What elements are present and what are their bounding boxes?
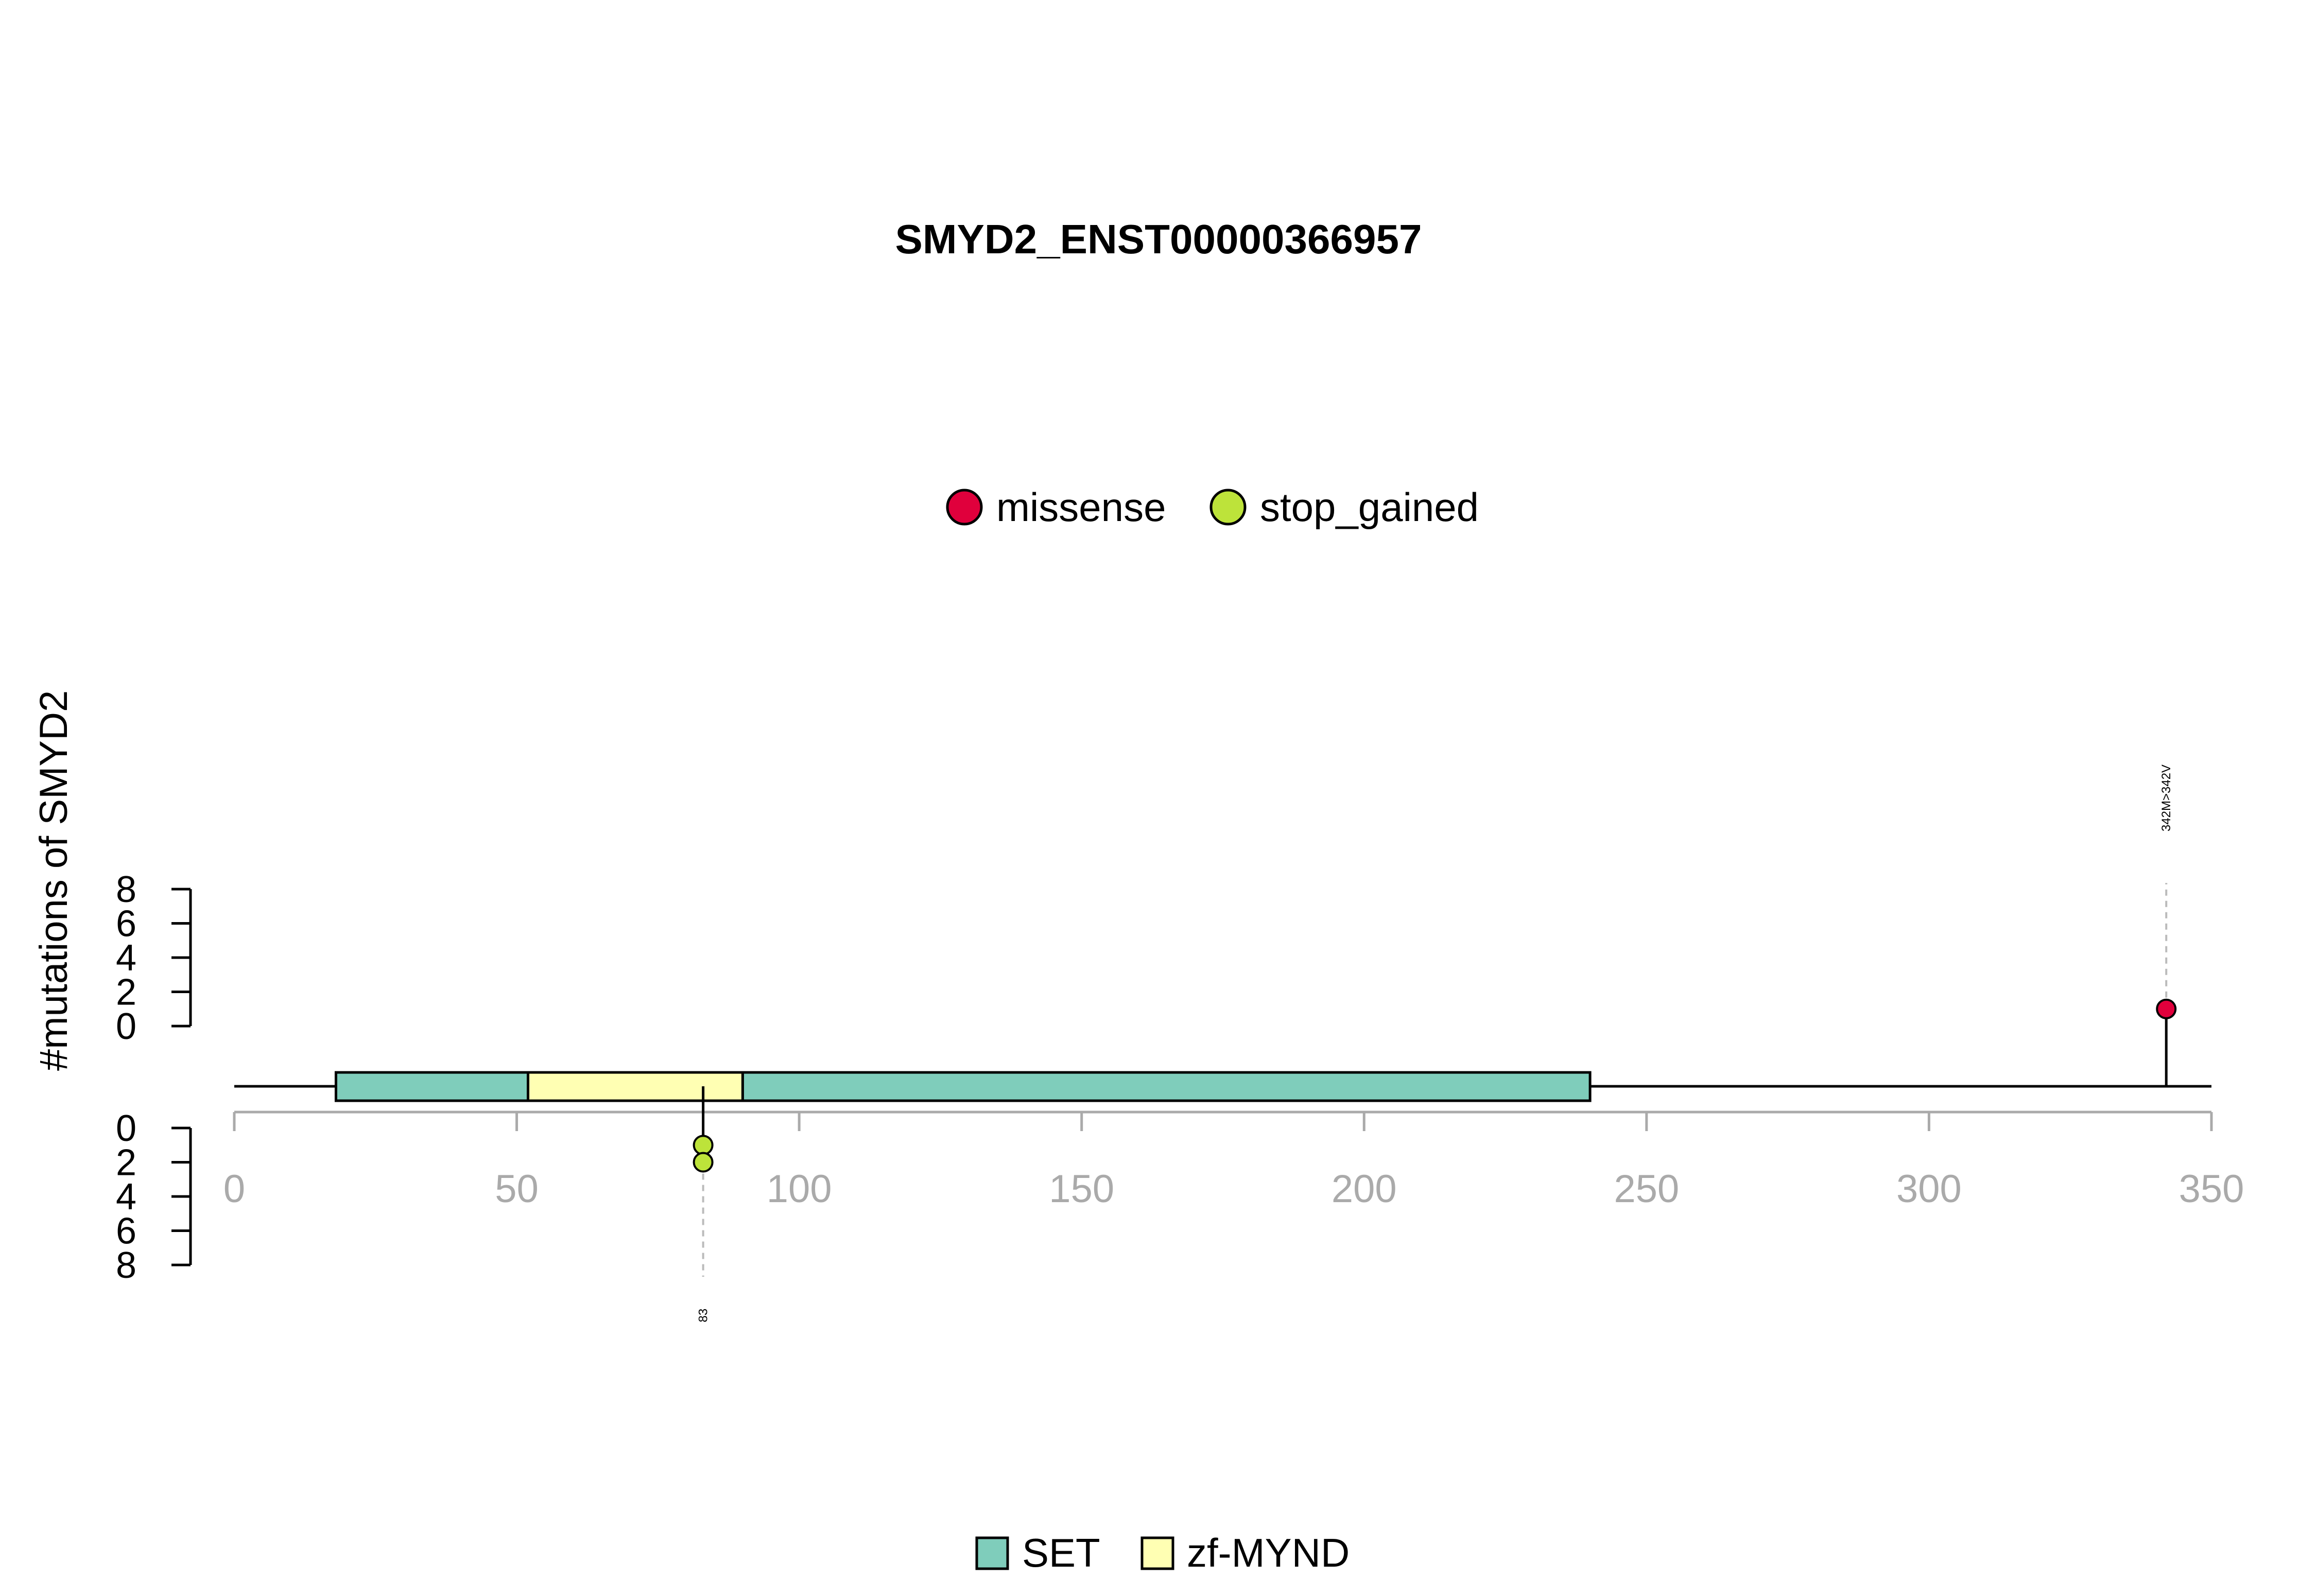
- mutation-point-stop_gained: [693, 1135, 714, 1156]
- x-axis: 0 50 100 150 200 250 300 350: [223, 1111, 2244, 1211]
- chart-title: SMYD2_ENST00000366957: [895, 216, 1422, 262]
- x-tick-label: 200: [1332, 1167, 1397, 1211]
- y-tick-label-bottom: 0: [116, 1108, 136, 1149]
- y-tick-label-top: 8: [116, 869, 136, 910]
- domain-legend: SET zf-MYND: [975, 1530, 1350, 1575]
- domain-zf-mynd: [527, 1071, 744, 1102]
- legend-zf-mynd-label: zf-MYND: [1187, 1530, 1350, 1575]
- legend-stop-gained-marker: [1209, 489, 1247, 526]
- x-tick-label: 300: [1896, 1167, 1962, 1211]
- legend-stop-gained-label: stop_gained: [1260, 484, 1479, 530]
- y-tick-label-top: 0: [116, 1006, 136, 1047]
- y-tick-label-bottom: 6: [116, 1211, 136, 1252]
- legend-set-label: SET: [1022, 1530, 1100, 1575]
- x-tick-label: 150: [1049, 1167, 1114, 1211]
- mutation-label: 342M>342V: [2159, 765, 2173, 831]
- x-tick-label: 100: [767, 1167, 832, 1211]
- mutation-label: 83: [697, 1309, 711, 1323]
- y-tick-label-top: 6: [116, 904, 136, 945]
- x-tick-label: 50: [495, 1167, 539, 1211]
- legend-missense-label: missense: [996, 484, 1166, 530]
- y-tick-label-top: 4: [116, 938, 136, 979]
- legend-zf-mynd-swatch: [1140, 1536, 1174, 1570]
- domain-set: [741, 1071, 1592, 1102]
- domain-set: [334, 1071, 530, 1102]
- x-tick-label: 0: [223, 1167, 245, 1211]
- x-tick-label: 350: [2179, 1167, 2244, 1211]
- legend-missense-marker: [946, 489, 983, 526]
- x-tick-label: 250: [1614, 1167, 1679, 1211]
- y-tick-label-top: 2: [116, 972, 136, 1013]
- y-axis-label: #mutations of SMYD2: [32, 690, 76, 1071]
- protein-track: [234, 1071, 2211, 1102]
- mutation-legend: missense stop_gained: [946, 484, 1479, 530]
- mutation-point-missense: [2156, 998, 2177, 1019]
- y-tick-label-bottom: 4: [116, 1176, 136, 1218]
- mutation-point-stop_gained: [693, 1152, 714, 1173]
- y-tick-label-bottom: 2: [116, 1142, 136, 1184]
- legend-set-swatch: [975, 1536, 1009, 1570]
- y-tick-label-bottom: 8: [116, 1245, 136, 1286]
- mutation-lollipops: 342M>342V 83: [693, 765, 2177, 1323]
